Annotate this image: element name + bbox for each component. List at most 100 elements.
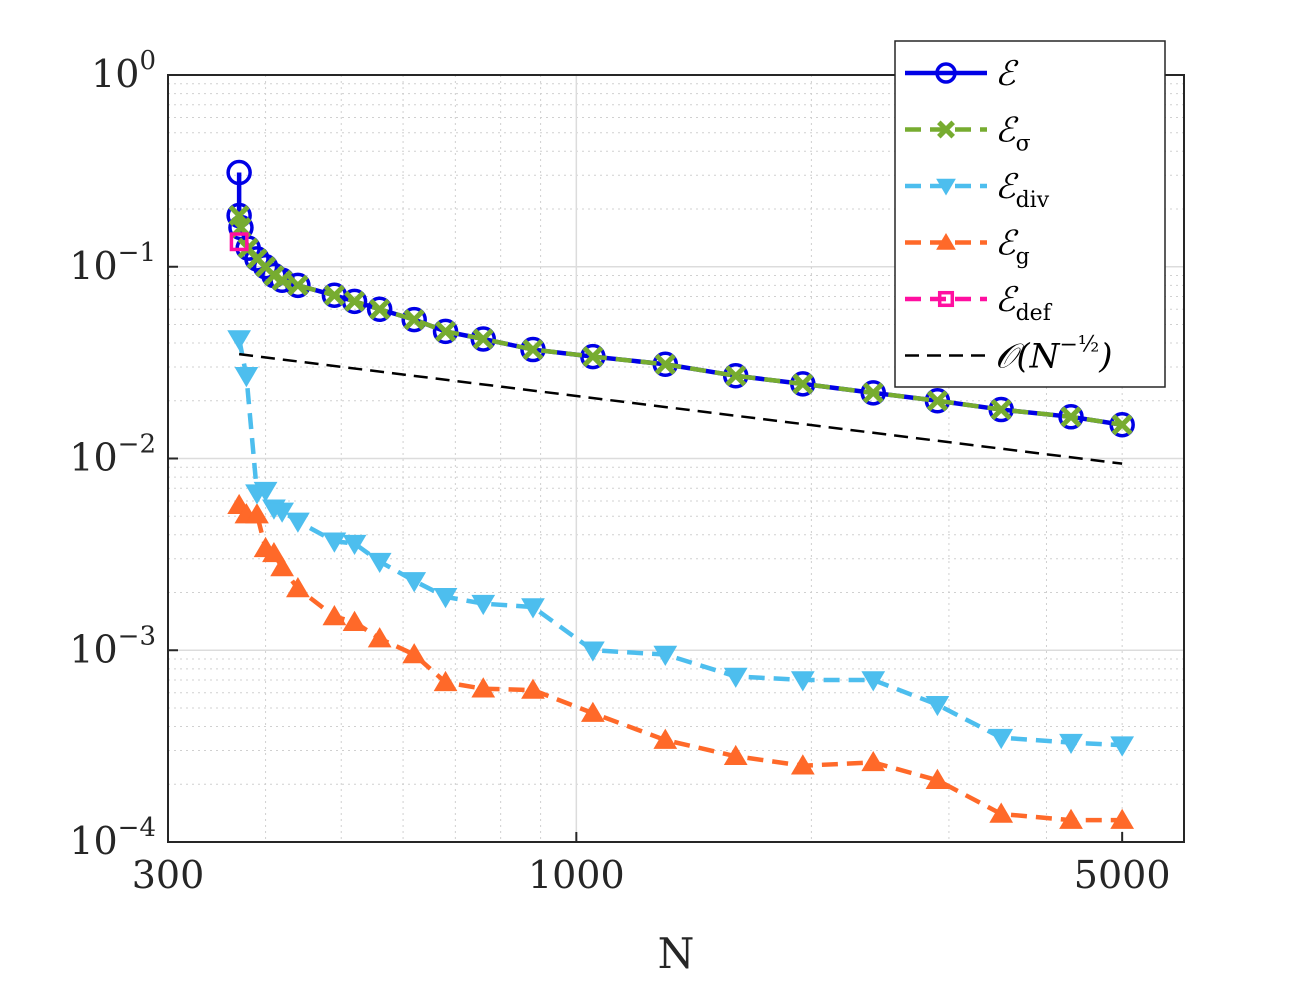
data-point xyxy=(271,269,293,291)
y-tick-base: 10 xyxy=(69,436,117,480)
data-point xyxy=(723,744,748,766)
data-point xyxy=(925,695,950,717)
data-point xyxy=(227,330,252,351)
data-point xyxy=(369,298,391,320)
y-tick-exponent: −1 xyxy=(118,238,156,268)
data-point xyxy=(403,309,425,331)
legend-label-subscript: def xyxy=(1016,301,1053,326)
data-point xyxy=(653,645,678,666)
data-point xyxy=(472,328,494,350)
data-point xyxy=(937,290,955,308)
legend-label-main: ℰ xyxy=(995,280,1019,320)
data-point xyxy=(322,605,347,626)
y-tick-base: 10 xyxy=(69,819,117,863)
data-point xyxy=(580,641,605,662)
x-tick-label: 300 xyxy=(132,853,205,897)
x-tick-label: 5000 xyxy=(1074,853,1171,897)
data-point xyxy=(1111,414,1133,436)
legend-label: ℰdef xyxy=(995,280,1053,326)
data-point xyxy=(343,290,366,312)
data-point xyxy=(234,367,259,388)
legend-entry: ℰdef xyxy=(905,280,1053,326)
series-5 xyxy=(238,352,1123,465)
series-4 xyxy=(229,232,249,252)
legend-entry: ℰ xyxy=(905,54,1019,94)
data-point xyxy=(990,398,1012,421)
series-line xyxy=(238,352,1123,465)
legend-label-subscript: div xyxy=(1016,188,1050,213)
data-point xyxy=(1058,404,1084,430)
data-point xyxy=(253,481,278,503)
y-tick-label: 10−3 xyxy=(69,621,156,671)
data-point xyxy=(402,572,427,593)
data-point xyxy=(433,588,458,609)
y-tick-exponent: −4 xyxy=(118,813,156,843)
legend-entry: 𝒪(N−½) xyxy=(905,333,1112,377)
series-2 xyxy=(227,330,1135,757)
series-3 xyxy=(227,493,1135,829)
legend-entry: ℰg xyxy=(905,224,1030,270)
legend-label-subscript: g xyxy=(1016,245,1030,270)
data-point xyxy=(725,365,747,387)
x-tick-label: 1000 xyxy=(528,853,625,897)
data-point xyxy=(367,552,392,574)
data-point xyxy=(936,178,956,196)
data-point xyxy=(471,594,496,616)
data-point xyxy=(229,232,249,252)
data-point xyxy=(521,598,545,619)
legend-label-main: ℰ xyxy=(995,224,1019,264)
data-point xyxy=(935,62,957,84)
data-point xyxy=(862,382,884,404)
data-point xyxy=(1059,733,1083,755)
data-point xyxy=(286,512,310,533)
legend-label-main: ℰ xyxy=(995,54,1019,94)
data-point xyxy=(342,534,367,556)
data-point xyxy=(1060,406,1082,428)
data-point xyxy=(723,667,748,688)
data-point xyxy=(245,503,269,524)
data-point xyxy=(925,768,950,789)
data-point xyxy=(252,254,279,280)
data-point xyxy=(287,274,309,296)
y-tick-label: 100 xyxy=(91,46,156,96)
data-point xyxy=(860,380,886,406)
data-point xyxy=(262,541,286,563)
data-point xyxy=(790,671,815,692)
data-point xyxy=(926,390,948,412)
y-tick-base: 10 xyxy=(69,627,117,671)
data-point xyxy=(434,320,457,342)
data-point xyxy=(367,627,392,648)
data-point xyxy=(270,556,294,577)
y-tick-exponent: −3 xyxy=(118,621,156,651)
y-tick-base: 10 xyxy=(69,244,117,288)
legend-label-main: ℰ xyxy=(995,111,1019,151)
data-point xyxy=(522,338,544,361)
y-tick-label: 10−1 xyxy=(69,238,156,288)
legend-entry: ℰdiv xyxy=(905,167,1050,213)
legend-label: 𝒪(N−½) xyxy=(995,333,1112,377)
data-point xyxy=(989,728,1014,750)
legend-label: ℰ xyxy=(995,54,1019,94)
data-point xyxy=(471,677,496,698)
data-point xyxy=(226,159,252,186)
data-point xyxy=(861,750,886,772)
legend-label-tail: ) xyxy=(1098,337,1112,377)
data-point xyxy=(433,670,458,692)
legend-label: ℰσ xyxy=(995,111,1031,157)
data-point xyxy=(989,802,1014,823)
data-point xyxy=(936,232,956,250)
data-point xyxy=(402,643,427,664)
y-tick-label: 10−2 xyxy=(69,430,156,480)
data-point xyxy=(286,577,310,598)
data-point xyxy=(322,532,347,553)
data-point xyxy=(1059,808,1083,829)
legend-label-superscript: −½ xyxy=(1059,333,1099,358)
y-tick-exponent: −2 xyxy=(118,430,156,460)
data-point xyxy=(270,502,294,523)
data-point xyxy=(401,306,427,333)
data-point xyxy=(323,284,345,306)
legend-label: ℰdiv xyxy=(995,167,1050,213)
